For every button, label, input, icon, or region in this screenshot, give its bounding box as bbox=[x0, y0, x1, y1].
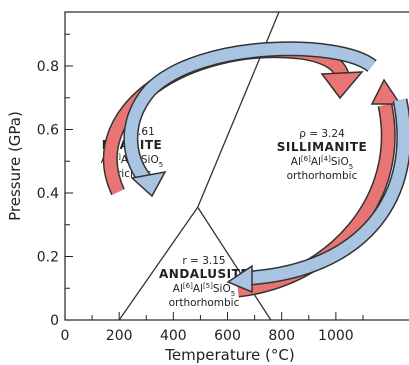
annotation-part: [4] bbox=[321, 155, 331, 163]
arrow bbox=[249, 98, 409, 284]
annotation-part: ρ = 3.24 bbox=[299, 128, 345, 140]
annotation-part: 5 bbox=[159, 161, 163, 169]
y-tick-label: 0 bbox=[50, 313, 59, 329]
phase-boundary bbox=[197, 11, 280, 208]
arrow-head bbox=[370, 78, 402, 105]
y-tick-label: 0.4 bbox=[37, 186, 59, 202]
phase-boundary bbox=[118, 206, 199, 321]
arrow bbox=[124, 42, 376, 187]
annotation-part: 5 bbox=[349, 163, 353, 171]
annotation: ANDALUSITE bbox=[159, 267, 249, 281]
annotation-part: Al bbox=[193, 283, 203, 295]
arrows bbox=[102, 41, 409, 298]
annotation-part: SiO bbox=[213, 283, 231, 295]
annotation-part: SiO bbox=[331, 156, 349, 168]
annotation-part: ANDALUSITE bbox=[159, 267, 249, 281]
y-axis-label: Pressure (GPa) bbox=[6, 111, 24, 221]
annotation-part: [6] bbox=[301, 155, 311, 163]
annotation: SILLIMANITE bbox=[277, 140, 367, 154]
arrow-head bbox=[226, 264, 253, 294]
annotation: orthorhombic bbox=[169, 297, 240, 309]
x-tick-label: 600 bbox=[214, 328, 241, 344]
annotation-part: SILLIMANITE bbox=[277, 140, 367, 154]
arrow-head bbox=[130, 170, 167, 198]
plot-frame bbox=[64, 11, 409, 321]
annotation: Al[6]Al[5]SiO5 bbox=[173, 282, 235, 298]
x-tick-label: 200 bbox=[106, 328, 133, 344]
annotation-part: r = 3.15 bbox=[182, 255, 225, 267]
phase-boundary bbox=[197, 206, 272, 321]
y-tick-label: 0.6 bbox=[37, 122, 59, 138]
annotation-part: orthorhombic bbox=[287, 170, 358, 182]
annotation-part: Al bbox=[173, 283, 183, 295]
annotation: orthorhombic bbox=[287, 170, 358, 182]
annotation: Al[6]Al[4]SiO5 bbox=[291, 155, 353, 171]
y-tick-label: 0.8 bbox=[37, 59, 59, 75]
annotation-part: [6] bbox=[183, 282, 193, 290]
annotation-part: [5] bbox=[203, 282, 213, 290]
annotation-part: Al bbox=[121, 154, 131, 166]
x-tick-label: 1000 bbox=[318, 328, 354, 344]
annotation-part: Al bbox=[291, 156, 301, 168]
x-axis-label: Temperature (°C) bbox=[164, 346, 294, 364]
annotation-part: Al bbox=[311, 156, 321, 168]
annotation-part: orthorhombic bbox=[169, 297, 240, 309]
annotation-part: 5 bbox=[231, 290, 235, 298]
y-tick-label: 0.2 bbox=[37, 249, 59, 265]
x-tick-label: 800 bbox=[268, 328, 295, 344]
arrow-head bbox=[320, 71, 364, 100]
x-tick-label: 400 bbox=[160, 328, 187, 344]
annotation-part: SiO bbox=[141, 154, 159, 166]
annotation: ρ = 3.24 bbox=[299, 128, 345, 140]
x-tick-label: 0 bbox=[61, 328, 70, 344]
annotation: r = 3.15 bbox=[182, 255, 225, 267]
